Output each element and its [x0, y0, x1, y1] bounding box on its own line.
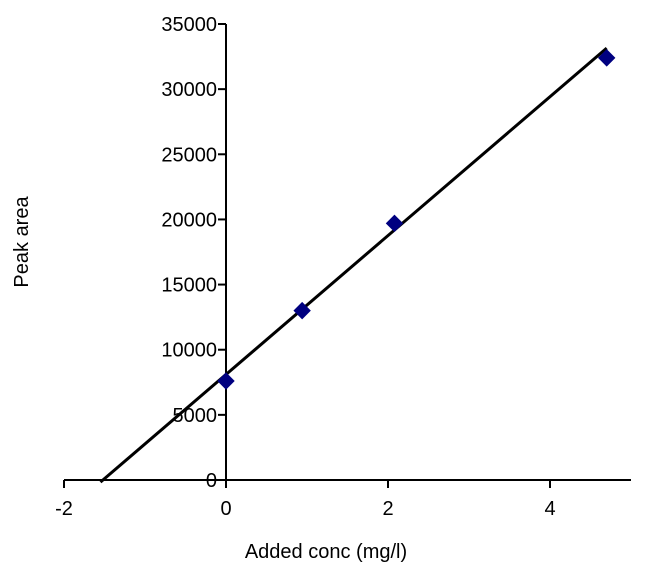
y-tick-label: 15000 — [161, 275, 217, 297]
trendline-layer — [99, 46, 608, 484]
y-tick-label: 20000 — [161, 209, 217, 231]
x-tick-labels: -2 0 2 4 — [55, 498, 555, 520]
x-tick-label: 4 — [544, 498, 555, 520]
y-tick-label: 35000 — [161, 14, 217, 36]
x-tick-label: 2 — [382, 498, 393, 520]
data-point — [293, 301, 311, 320]
y-axis-title: Peak area — [11, 196, 33, 288]
x-tick-label: -2 — [55, 498, 73, 520]
points-layer — [217, 49, 616, 390]
x-axis-title: Added conc (mg/l) — [245, 541, 407, 563]
x-tick-label: 0 — [220, 498, 231, 520]
axes-layer — [63, 23, 631, 488]
data-point — [597, 49, 616, 67]
y-tick-labels: 05000100001500020000250003000035000 — [161, 14, 217, 492]
y-tick-label: 25000 — [161, 144, 217, 166]
data-point — [385, 214, 404, 233]
data-point — [217, 372, 235, 390]
trendline — [99, 46, 608, 484]
y-tick-label: 30000 — [161, 79, 217, 101]
y-tick-label: 10000 — [161, 340, 217, 362]
